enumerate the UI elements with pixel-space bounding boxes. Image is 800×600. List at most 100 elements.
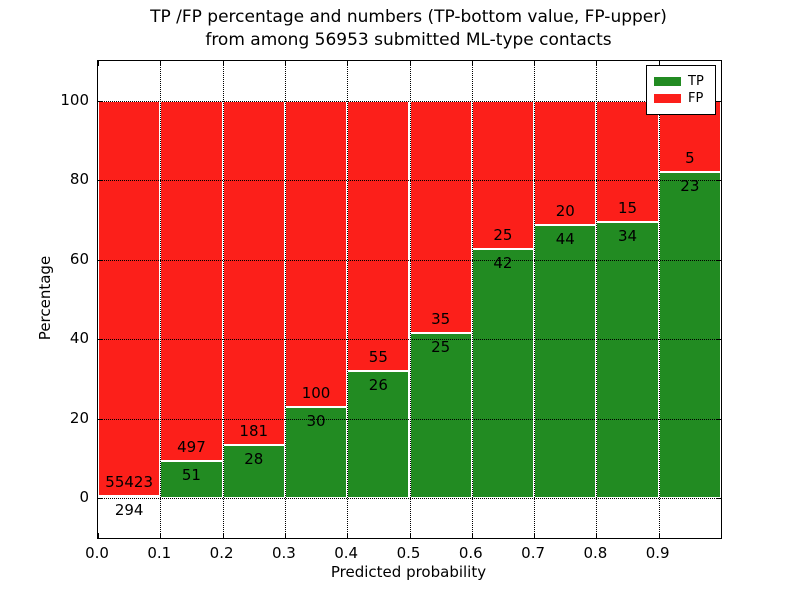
bar-count-label-tp: 23 — [680, 176, 700, 195]
gridline-vertical — [471, 61, 473, 538]
bar-count-label-tp: 30 — [306, 411, 326, 430]
bar-segment-fp — [596, 100, 659, 223]
bar-count-label-fp: 5 — [685, 148, 695, 167]
bar-count-label-tp: 25 — [431, 337, 451, 356]
gridline-vertical — [534, 61, 536, 538]
x-tick-mark — [534, 533, 536, 538]
x-tick-label: 0.5 — [396, 544, 421, 562]
gridline-vertical — [347, 61, 349, 538]
y-axis-label: Percentage — [36, 255, 54, 341]
y-tick-mark — [716, 498, 721, 500]
y-tick-mark — [716, 100, 721, 102]
x-tick-label: 0.8 — [583, 544, 608, 562]
y-tick-label: 100 — [60, 90, 89, 109]
gridline-vertical — [596, 61, 598, 538]
y-tick-mark — [716, 339, 721, 341]
x-tick-mark — [160, 61, 162, 66]
y-tick-mark — [98, 100, 103, 102]
bar-count-label-fp: 15 — [618, 199, 638, 218]
bar-segment-tp — [534, 224, 597, 499]
legend-label: TP — [688, 74, 704, 89]
y-tick-label: 60 — [69, 249, 89, 268]
chart-title-line2: from among 56953 submitted ML-type conta… — [205, 30, 612, 50]
legend-swatch-tp — [654, 77, 681, 86]
gridline-vertical — [284, 61, 286, 538]
x-tick-mark — [596, 533, 598, 538]
x-tick-label: 0.7 — [521, 544, 546, 562]
bar-count-label-fp: 181 — [239, 421, 269, 440]
bar-segment-tp — [98, 496, 161, 499]
y-tick-mark — [98, 418, 103, 420]
x-axis-label: Predicted probability — [330, 563, 487, 581]
bar-count-label-fp: 20 — [555, 201, 575, 220]
x-tick-mark — [98, 533, 99, 538]
x-tick-mark — [222, 61, 224, 66]
bar-segment-tp — [347, 370, 410, 499]
bar-segment-tp — [596, 222, 659, 499]
bar-segment-fp — [409, 100, 472, 333]
y-tick-mark — [716, 418, 721, 420]
y-tick-mark — [716, 259, 721, 261]
bar-segment-fp — [98, 100, 161, 497]
bar-segment-fp — [160, 100, 223, 462]
y-tick-mark — [716, 180, 721, 182]
bar-count-label-tp: 28 — [244, 449, 264, 468]
x-tick-mark — [98, 61, 99, 66]
y-tick-mark — [98, 180, 103, 182]
x-tick-mark — [471, 61, 473, 66]
x-tick-mark — [347, 61, 349, 66]
bar-count-label-fp: 25 — [493, 226, 513, 245]
x-tick-mark — [471, 533, 473, 538]
bar-segment-tp — [409, 332, 472, 499]
legend-swatch-fp — [654, 94, 681, 103]
bar-segment-fp — [347, 100, 410, 371]
x-tick-label: 0.2 — [209, 544, 234, 562]
x-tick-mark — [409, 533, 411, 538]
x-tick-label: 0.0 — [85, 544, 109, 562]
bar-count-label-tp: 44 — [555, 229, 575, 248]
legend-label: FP — [688, 91, 704, 106]
bar-segment-tp — [471, 249, 535, 499]
y-tick-label: 0 — [79, 488, 89, 507]
bar-count-label-tp: 51 — [181, 466, 201, 485]
bar-count-label-tp: 34 — [618, 227, 638, 246]
bar-segment-fp — [534, 100, 597, 225]
bar-segment-fp — [222, 100, 285, 445]
x-tick-mark — [347, 533, 349, 538]
y-tick-mark — [98, 339, 103, 341]
bar-count-label-fp: 497 — [177, 438, 206, 457]
x-tick-mark — [596, 61, 598, 66]
gridline-vertical — [222, 61, 224, 538]
x-tick-label: 0.1 — [147, 544, 172, 562]
bar-count-label-tp: 26 — [368, 375, 388, 394]
x-tick-mark — [409, 61, 411, 66]
bar-segment-fp — [471, 100, 535, 250]
bar-count-label-tp: 42 — [493, 254, 513, 273]
x-tick-mark — [160, 533, 162, 538]
bar-count-label-tp: 294 — [114, 501, 144, 520]
x-tick-mark — [658, 533, 660, 538]
x-tick-label: 0.6 — [458, 544, 483, 562]
y-tick-mark — [98, 259, 103, 261]
x-tick-mark — [284, 533, 286, 538]
x-tick-label: 0.9 — [645, 544, 670, 562]
bar-segment-tp — [160, 461, 223, 499]
y-tick-label: 40 — [69, 329, 89, 348]
x-tick-mark — [284, 61, 286, 66]
bar-count-label-fp: 100 — [301, 383, 331, 402]
legend: TP FP — [646, 65, 716, 115]
y-tick-mark — [98, 498, 103, 500]
gridline-vertical — [160, 61, 162, 538]
x-tick-mark — [222, 533, 224, 538]
x-tick-mark — [658, 61, 660, 66]
bar-count-label-fp: 35 — [431, 309, 451, 328]
legend-entry: TP — [654, 74, 708, 89]
x-tick-label: 0.4 — [334, 544, 359, 562]
plot-area: 55423 294 497 51 181 28 100 30 55 26 35 25 25 42 20 44 1… — [97, 60, 722, 539]
bar-segment-tp — [658, 171, 721, 499]
gridline-vertical — [658, 61, 660, 538]
bar-segment-tp — [284, 406, 348, 499]
gridline-vertical — [409, 61, 411, 538]
legend-entry: FP — [654, 91, 708, 106]
